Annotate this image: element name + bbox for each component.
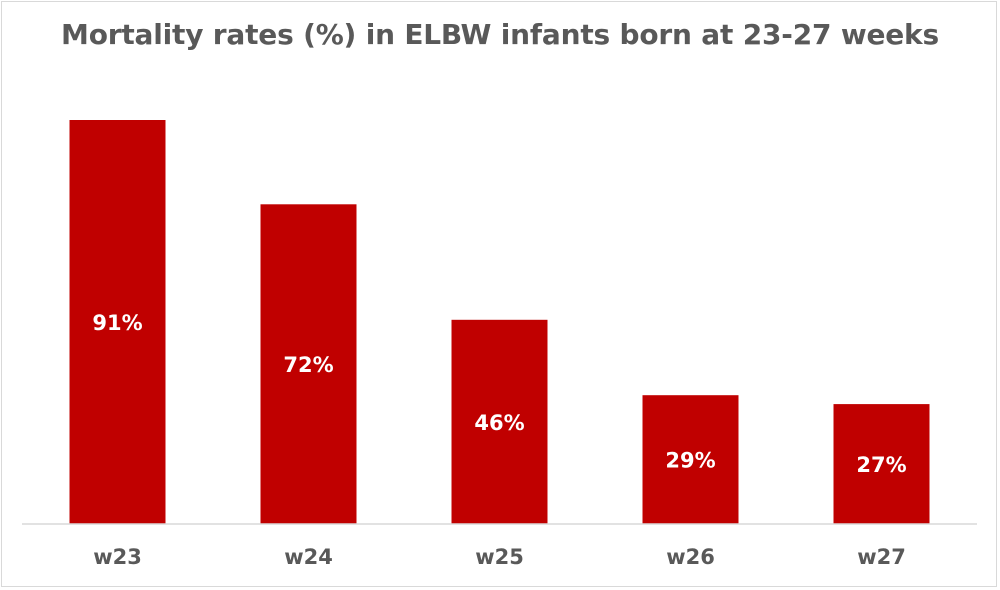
data-label-w23: 91%: [92, 311, 142, 335]
x-tick-label-w23: w23: [93, 545, 142, 569]
bar-w26: [642, 395, 739, 524]
x-tick-label-w27: w27: [857, 545, 906, 569]
bar-w25: [451, 319, 548, 524]
x-tick-label-w25: w25: [475, 545, 524, 569]
bars-group: [69, 120, 930, 525]
x-tick-labels-group: w23 w24 w25 w26 w27: [93, 545, 906, 569]
x-tick-label-w26: w26: [666, 545, 715, 569]
data-label-w25: 46%: [474, 411, 524, 435]
data-label-w27: 27%: [856, 453, 906, 477]
chart-title: Mortality rates (%) in ELBW infants born…: [61, 18, 939, 51]
x-tick-label-w24: w24: [284, 545, 333, 569]
bar-w27: [833, 404, 930, 524]
data-labels-group: 91% 72% 46% 29% 27%: [92, 311, 906, 477]
bar-w23: [69, 120, 166, 524]
data-label-w24: 72%: [283, 353, 333, 377]
bar-w24: [260, 204, 357, 525]
data-label-w26: 29%: [665, 449, 715, 473]
